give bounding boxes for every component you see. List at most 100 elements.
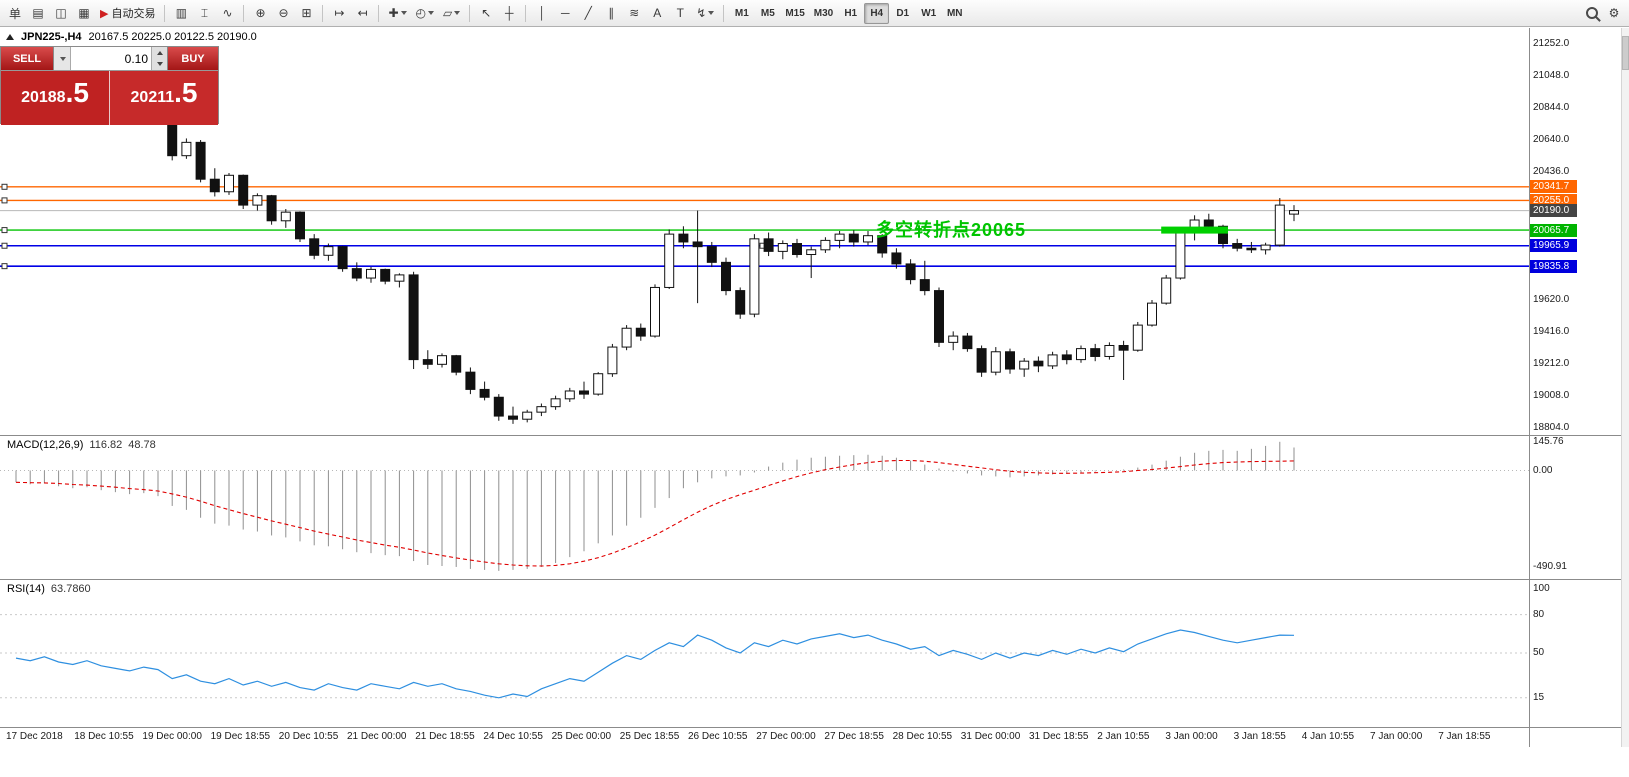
order-type-dropdown[interactable]: [54, 47, 71, 70]
candle: [1218, 225, 1228, 245]
candle: [1019, 360, 1030, 370]
scrollbar-thumb[interactable]: [1622, 36, 1629, 70]
chart-shift-icon[interactable]: ↤: [351, 3, 373, 24]
zoom-out-icon[interactable]: ⊖: [272, 3, 294, 24]
buy-price-fraction: .5: [174, 77, 198, 108]
zoom-out-icon: ⊖: [278, 6, 289, 20]
autotrading-button[interactable]: ▶ 自动交易: [96, 3, 159, 24]
candle: [1090, 348, 1101, 357]
timeframe-m5[interactable]: M5: [760, 7, 775, 19]
line-handle[interactable]: [1, 183, 8, 190]
time-label: 27 Dec 00:00: [756, 731, 816, 742]
trade-controls-row: SELL BUY: [1, 47, 218, 71]
timeframe-w1[interactable]: W1: [921, 7, 937, 19]
rsi-line: [15, 629, 1295, 699]
line-handle[interactable]: [1, 242, 8, 249]
candle: [1061, 354, 1072, 361]
buy-button[interactable]: BUY: [167, 47, 218, 70]
candle: [493, 396, 504, 417]
auto-scroll-icon[interactable]: ↦: [328, 3, 350, 24]
line-handle[interactable]: [1, 263, 8, 270]
timeframe-h4[interactable]: H4: [864, 2, 890, 24]
timeframe-d1[interactable]: D1: [896, 7, 910, 19]
chart-collapse-icon[interactable]: [6, 34, 14, 40]
profiles-icon[interactable]: ◴: [412, 3, 438, 24]
bar-chart-mode-icon[interactable]: ▥: [170, 3, 192, 24]
profiles-icon: ◴: [415, 6, 427, 20]
trendline-icon[interactable]: ╱: [577, 3, 599, 24]
volume-increase-button[interactable]: [152, 47, 167, 59]
navigator-icon[interactable]: ◫: [50, 3, 72, 24]
buy-price-button[interactable]: 20211.5: [110, 71, 218, 125]
trade-prices-row: 20188.5 20211.5: [1, 71, 218, 125]
chart-text-annotation[interactable]: 多空转折点20065: [876, 220, 1027, 240]
candle: [266, 195, 277, 222]
price-scale-separator: [1529, 28, 1530, 747]
candle: [238, 174, 249, 206]
text-label-icon[interactable]: T: [669, 3, 691, 24]
templates-icon[interactable]: ▱: [439, 3, 464, 24]
sell-button[interactable]: SELL: [1, 47, 54, 70]
candle: [1076, 348, 1086, 361]
candle: [366, 268, 376, 279]
tile-windows-icon: ⊞: [301, 6, 312, 20]
arrows-icon[interactable]: ↯: [692, 3, 718, 24]
macd-panel: [0, 441, 1529, 571]
auto-scroll-icon: ↦: [334, 6, 345, 20]
candle: [863, 235, 873, 243]
fibonacci-icon: ≋: [629, 6, 640, 20]
rsi-scale-tick: 50: [1533, 647, 1545, 658]
highlight-segment[interactable]: [1161, 226, 1228, 234]
candle: [607, 346, 618, 375]
time-axis-separator: [0, 727, 1629, 728]
channel-icon: ∥: [608, 6, 615, 20]
new-order-button[interactable]: 单: [4, 3, 26, 24]
line-handle[interactable]: [1, 197, 8, 204]
sell-price-button[interactable]: 20188.5: [1, 71, 110, 125]
new-chart-button[interactable]: ✚: [384, 3, 410, 24]
chart-tab-title: JPN225-,H4 20167.5 20225.0 20122.5 20190…: [6, 31, 257, 43]
candle: [1203, 219, 1214, 227]
chevron-up-icon: [156, 50, 163, 55]
cursor-icon[interactable]: ↖: [475, 3, 497, 24]
timeframe-mn[interactable]: MN: [946, 7, 963, 19]
line-chart-mode-icon[interactable]: ∿: [216, 3, 238, 24]
time-label: 4 Jan 10:55: [1301, 731, 1355, 742]
candle: [962, 335, 973, 350]
candle: [195, 141, 206, 180]
macd-panel-separator[interactable]: [0, 435, 1629, 436]
fibonacci-icon[interactable]: ≋: [623, 3, 645, 24]
zoom-in-icon[interactable]: ⊕: [249, 3, 271, 24]
chart-scrollbar[interactable]: [1621, 28, 1629, 747]
volume-input[interactable]: [71, 47, 151, 70]
timeframe-m30[interactable]: M30: [813, 7, 834, 19]
vertical-line-icon: │: [538, 6, 547, 20]
horizontal-line-icon[interactable]: ─: [554, 3, 576, 24]
settings-icon[interactable]: ⚙: [1603, 3, 1625, 24]
timeframe-m15[interactable]: M15: [785, 7, 805, 19]
line-handle[interactable]: [1, 227, 8, 234]
market-watch-icon[interactable]: ▤: [27, 3, 49, 24]
terminal-icon: ▦: [78, 6, 90, 20]
candle: [550, 398, 561, 408]
search-icon[interactable]: [1581, 3, 1603, 24]
price-badge: 19965.9: [1530, 239, 1577, 253]
vertical-line-icon[interactable]: │: [531, 3, 553, 24]
chart-symbol-period: JPN225-,H4: [21, 31, 82, 43]
timeframe-m1[interactable]: M1: [734, 7, 749, 19]
channel-icon[interactable]: ∥: [600, 3, 622, 24]
rsi-panel-separator[interactable]: [0, 579, 1629, 580]
text-icon[interactable]: A: [646, 3, 668, 24]
rsi-panel: [0, 614, 1529, 699]
market-watch-icon: ▤: [32, 6, 44, 20]
candlestick-mode-icon[interactable]: ⌶: [193, 3, 215, 24]
candle: [422, 359, 433, 365]
tile-windows-icon[interactable]: ⊞: [295, 3, 317, 24]
candle: [635, 327, 646, 337]
crosshair-icon[interactable]: ┼: [498, 3, 520, 24]
timeframe-h1[interactable]: H1: [844, 7, 858, 19]
terminal-icon[interactable]: ▦: [73, 3, 95, 24]
time-label: 28 Dec 10:55: [892, 731, 953, 742]
volume-decrease-button[interactable]: [152, 59, 167, 71]
